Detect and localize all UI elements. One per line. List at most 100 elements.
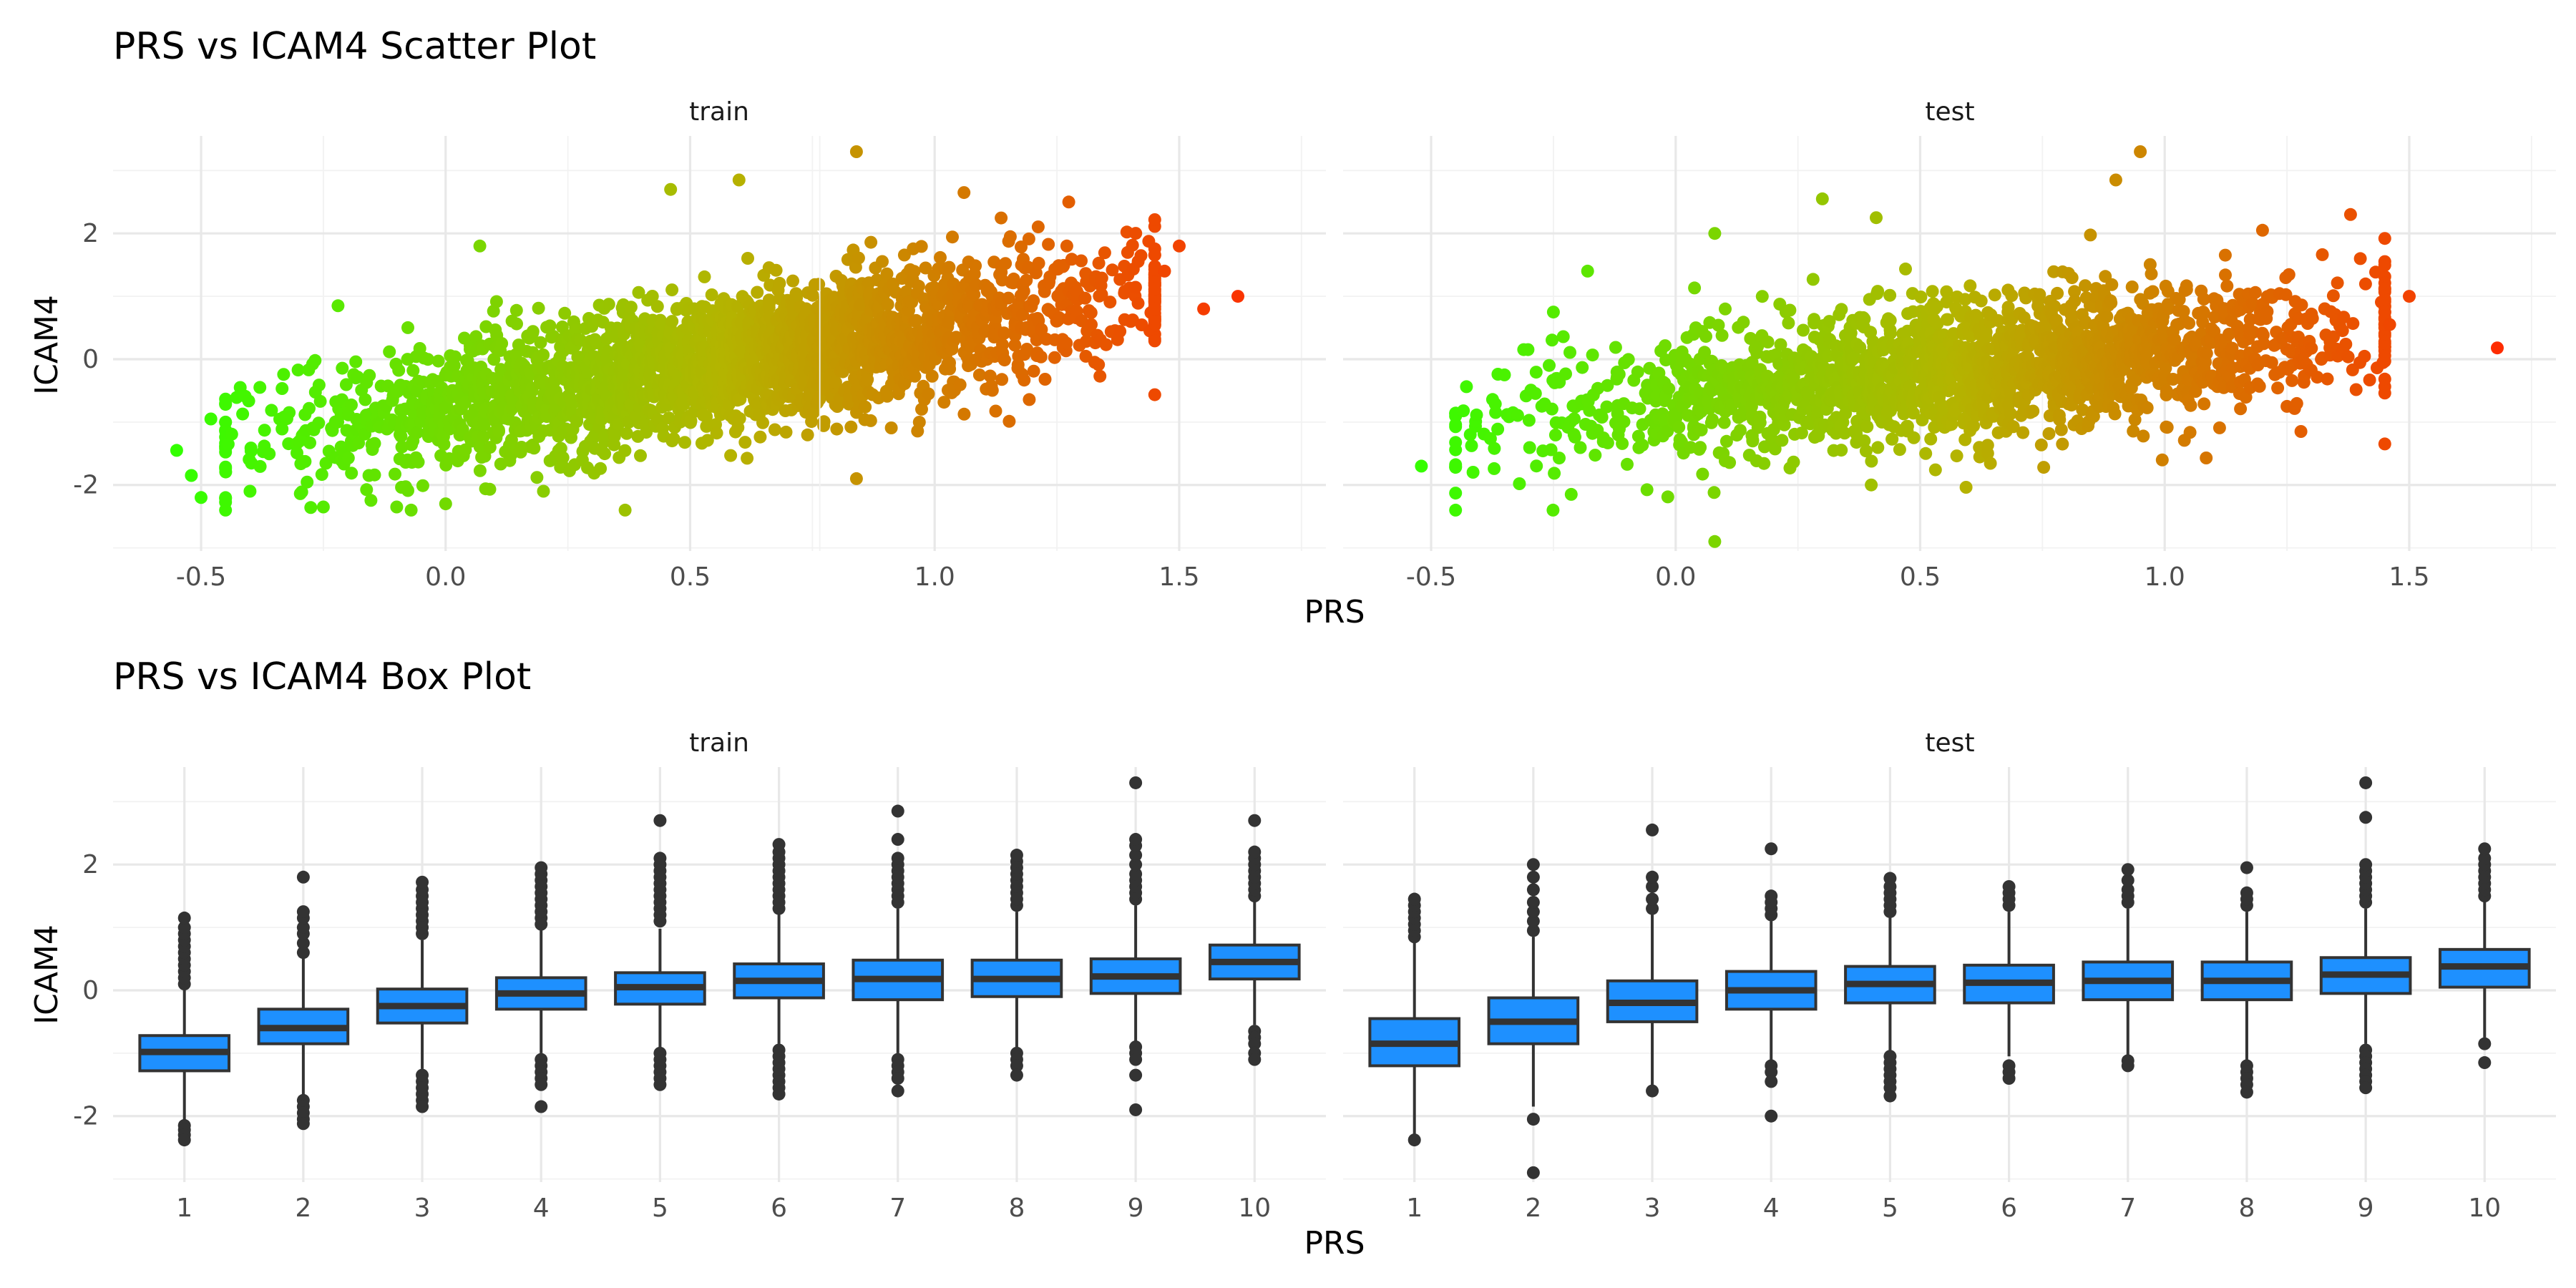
scatter-point bbox=[495, 337, 509, 350]
scatter-point bbox=[473, 464, 487, 477]
scatter-point bbox=[1926, 285, 1939, 298]
box-x-tick-label: 10 bbox=[2468, 1194, 2501, 1223]
scatter-point bbox=[1858, 434, 1871, 448]
scatter-point bbox=[908, 369, 922, 383]
scatter-point bbox=[2257, 337, 2270, 351]
scatter-point bbox=[1717, 416, 1731, 429]
scatter-point bbox=[698, 270, 711, 283]
scatter-point bbox=[2225, 341, 2239, 355]
scatter-point bbox=[1601, 436, 1614, 449]
scatter-point bbox=[1038, 373, 1052, 386]
scatter-x-axis-title: PRS bbox=[1304, 594, 1365, 630]
scatter-point bbox=[1871, 441, 1885, 454]
scatter-point bbox=[1755, 290, 1769, 303]
box-outlier bbox=[296, 946, 310, 960]
scatter-point bbox=[185, 469, 198, 482]
box-title: PRS vs ICAM4 Box Plot bbox=[113, 655, 531, 698]
box-outlier bbox=[1765, 889, 1778, 903]
scatter-point bbox=[864, 414, 877, 427]
scatter-point bbox=[1907, 431, 1921, 444]
scatter-point bbox=[1148, 248, 1161, 262]
scatter-point bbox=[1173, 239, 1186, 253]
scatter-point bbox=[489, 295, 503, 308]
scatter-point bbox=[1924, 432, 1938, 446]
scatter-point bbox=[1768, 442, 1782, 456]
scatter-point bbox=[392, 364, 406, 377]
scatter-point bbox=[2200, 452, 2213, 464]
scatter-point bbox=[2054, 423, 2068, 436]
scatter-point bbox=[632, 286, 645, 299]
scatter-point bbox=[634, 449, 647, 462]
scatter-point bbox=[1134, 249, 1148, 263]
scatter-point bbox=[2197, 306, 2210, 320]
scatter-point bbox=[360, 483, 374, 497]
scatter-point bbox=[678, 436, 691, 449]
scatter-point bbox=[2001, 301, 2015, 314]
scatter-point bbox=[1991, 314, 2005, 327]
box-outlier bbox=[1883, 872, 1897, 885]
box-outlier bbox=[1526, 883, 1540, 897]
scatter-point bbox=[741, 252, 754, 265]
scatter-point bbox=[1126, 238, 1139, 252]
scatter-point bbox=[912, 416, 926, 429]
box-outlier bbox=[2121, 1059, 2135, 1073]
scatter-title: PRS vs ICAM4 Scatter Plot bbox=[113, 25, 596, 68]
scatter-point bbox=[1035, 323, 1048, 336]
scatter-point bbox=[1470, 408, 1483, 421]
scatter-point bbox=[1084, 306, 1098, 319]
scatter-point bbox=[345, 398, 358, 411]
scatter-point bbox=[1940, 285, 1953, 298]
scatter-point bbox=[1018, 374, 1031, 387]
box-outlier bbox=[1526, 870, 1540, 884]
scatter-point bbox=[283, 406, 296, 419]
scatter-point bbox=[1775, 434, 1789, 447]
scatter-point bbox=[1586, 348, 1599, 362]
scatter-point bbox=[1838, 426, 1851, 440]
scatter-point bbox=[304, 501, 318, 514]
box-outlier bbox=[1129, 776, 1143, 789]
box-outlier bbox=[1646, 1084, 1659, 1098]
box-x-tick-label: 1 bbox=[176, 1194, 192, 1223]
box-outlier bbox=[2240, 1085, 2253, 1099]
scatter-point bbox=[1988, 288, 2001, 302]
scatter-point bbox=[662, 411, 675, 425]
scatter-point bbox=[1030, 333, 1043, 347]
scatter-point bbox=[1919, 447, 1933, 460]
scatter-point bbox=[383, 345, 396, 358]
scatter-point bbox=[1457, 404, 1470, 418]
scatter-point bbox=[2183, 426, 2197, 439]
scatter-point bbox=[1060, 239, 1073, 253]
box-x-tick-label: 2 bbox=[1525, 1194, 1541, 1223]
scatter-point bbox=[1595, 411, 1609, 424]
box-outlier bbox=[1407, 892, 1421, 906]
scatter-point bbox=[2146, 285, 2160, 298]
scatter-point bbox=[2290, 396, 2303, 410]
scatter-point bbox=[1947, 327, 1961, 341]
scatter-point bbox=[1027, 294, 1040, 308]
scatter-point bbox=[1723, 456, 1737, 469]
scatter-point bbox=[925, 369, 939, 383]
scatter-point bbox=[664, 182, 678, 196]
scatter-point bbox=[2197, 397, 2211, 411]
scatter-x-ticks-train: -0.5 0.0 0.5 1.0 1.5 bbox=[176, 562, 1200, 592]
scatter-point bbox=[812, 278, 826, 291]
scatter-point bbox=[950, 331, 963, 344]
box-boxes-test bbox=[1368, 776, 2531, 1179]
scatter-point bbox=[806, 288, 819, 302]
scatter-point bbox=[363, 369, 376, 382]
scatter-point bbox=[258, 424, 271, 437]
scatter-point bbox=[997, 326, 1011, 340]
scatter-point bbox=[864, 235, 878, 249]
box-outlier bbox=[772, 1087, 786, 1101]
scatter-point bbox=[364, 494, 378, 507]
scatter-point bbox=[667, 432, 680, 446]
scatter-point bbox=[2223, 328, 2235, 341]
scatter-point bbox=[1959, 481, 1973, 494]
box-outlier bbox=[1526, 1166, 1540, 1179]
scatter-point bbox=[558, 306, 572, 320]
scatter-point bbox=[1860, 420, 1874, 434]
scatter-point bbox=[1737, 316, 1750, 329]
scatter-point bbox=[2383, 318, 2396, 331]
scatter-point bbox=[1698, 346, 1712, 359]
scatter-point bbox=[1062, 195, 1075, 209]
